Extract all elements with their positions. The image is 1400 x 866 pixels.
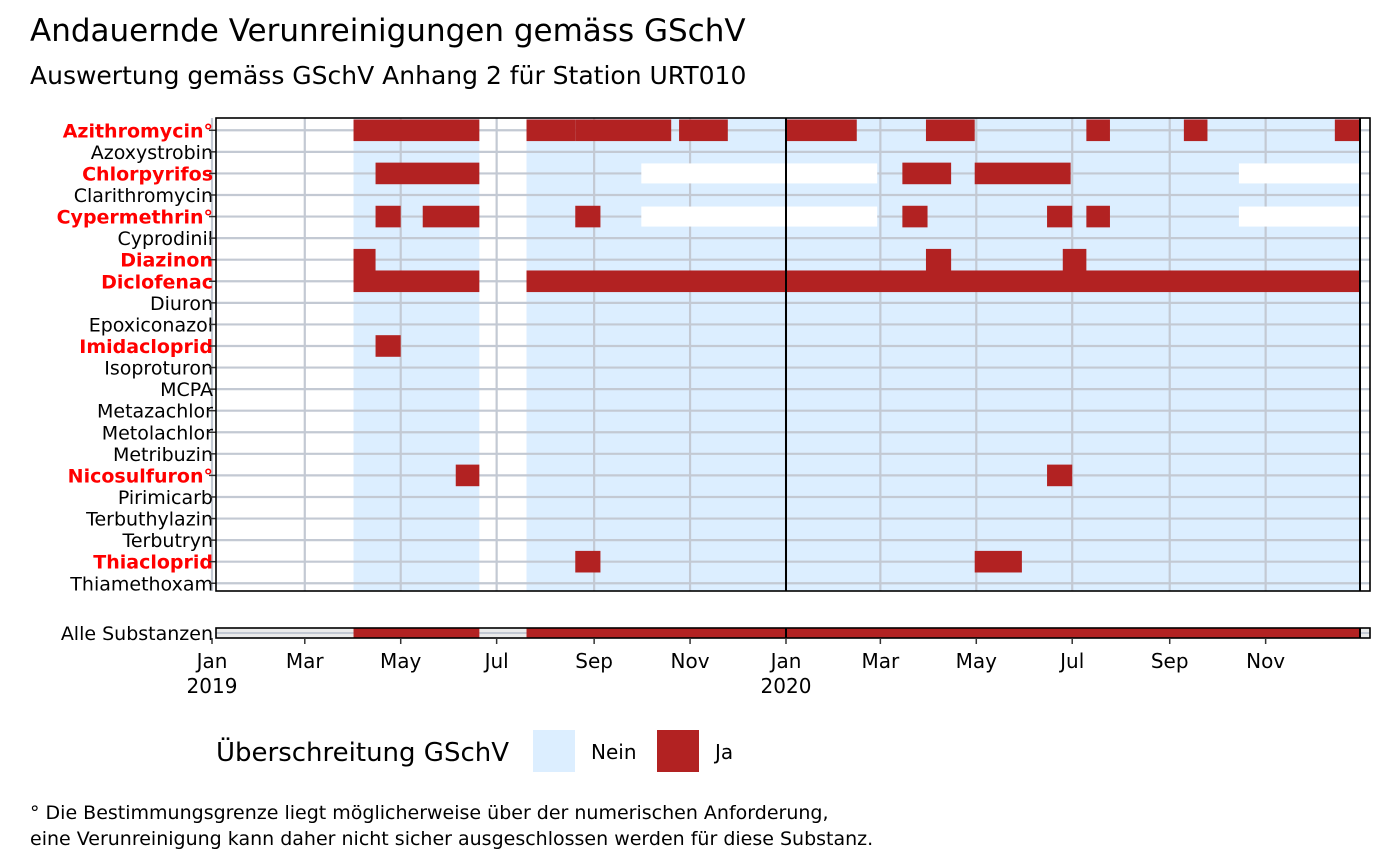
y-label: Diclofenac (101, 271, 213, 293)
exceed-cell (974, 162, 1071, 185)
exceed-cell (375, 205, 401, 228)
x-year-label: 2019 (187, 674, 238, 698)
x-tick-label: Nov (671, 649, 710, 673)
all-substances-panel: Alle Substanzen (61, 623, 1371, 645)
y-label: Imidacloprid (79, 336, 213, 358)
y-label: Cypermethrin° (57, 207, 213, 229)
exceed-cell (526, 119, 576, 142)
legend-key-ja (657, 730, 699, 772)
sampling-period-0 (353, 118, 480, 591)
exceed-cell (375, 335, 401, 357)
exceed-cell (1183, 119, 1208, 142)
exceed-cell (1334, 119, 1360, 142)
all-exceed-cell (526, 628, 1360, 638)
y-label: Metribuzin (113, 444, 213, 466)
exceed-cell (1086, 119, 1110, 142)
exceed-cell (422, 205, 480, 228)
x-tick-label: Sep (1151, 649, 1189, 673)
gap-cell (1238, 163, 1360, 184)
y-label: Azoxystrobin (91, 142, 213, 164)
y-label: Cyprodinil (117, 228, 213, 250)
y-label: Clarithromycin (74, 185, 213, 207)
legend-label-ja: Ja (713, 740, 733, 764)
exceed-cell (1047, 205, 1073, 228)
footnote-line-2: eine Verunreinigung kann daher nicht sic… (30, 828, 873, 850)
exceed-cell (353, 270, 480, 293)
exceed-cell (353, 119, 480, 142)
y-label: Thiacloprid (93, 552, 213, 574)
exceed-cell (902, 205, 928, 228)
x-tick-label: Sep (575, 649, 613, 673)
x-tick-label: Jan (769, 649, 802, 673)
x-tick-label: May (380, 649, 422, 673)
gap-cell (641, 206, 878, 227)
chart-subtitle: Auswertung gemäss GSchV Anhang 2 für Sta… (30, 61, 746, 90)
legend-title: Überschreitung GSchV (216, 736, 509, 768)
exceed-cell (679, 119, 728, 142)
x-tick-label: Nov (1246, 649, 1285, 673)
y-label: Terbutryn (121, 530, 213, 552)
x-tick-label: Jan (195, 649, 228, 673)
footnote-line-1: ° Die Bestimmungsgrenze liegt möglicherw… (30, 802, 829, 824)
exceed-cell (925, 119, 975, 142)
y-label: Metolachlor (102, 422, 213, 444)
all-substances-label: Alle Substanzen (61, 623, 213, 645)
exceed-cell (974, 550, 1022, 573)
sampling-period-1 (526, 118, 1360, 591)
legend: Überschreitung GSchV Nein Ja (216, 730, 733, 772)
x-year-label: 2020 (761, 674, 812, 698)
exceed-cell (902, 162, 952, 185)
x-tick-label: Mar (286, 649, 325, 673)
exceed-cell (1086, 205, 1110, 228)
y-label: Nicosulfuron° (68, 465, 213, 487)
x-tick-label: May (956, 649, 998, 673)
y-label: Azithromycin° (63, 120, 213, 142)
exceed-cell (526, 270, 1360, 293)
y-label: Diazinon (120, 250, 213, 272)
x-tick-label: Mar (861, 649, 900, 673)
legend-label-nein: Nein (591, 740, 637, 764)
y-label: Epoxiconazol (89, 314, 213, 336)
y-label: Diuron (150, 293, 213, 315)
x-tick-label: Jul (1058, 649, 1084, 673)
gap-cell (1238, 206, 1360, 227)
exceed-cell (1047, 464, 1073, 487)
all-exceed-cell (353, 628, 480, 638)
exceed-cell (575, 550, 601, 573)
exceed-cell (1062, 248, 1087, 271)
exceed-cell (786, 119, 857, 142)
exceed-cell (575, 205, 601, 228)
y-label: Thiamethoxam (69, 573, 213, 595)
y-label: Metazachlor (97, 401, 213, 423)
y-label: Terbuthylazin (85, 509, 213, 531)
all-strip-border (215, 627, 1371, 639)
y-label: Isoproturon (104, 358, 213, 380)
exceed-cell (575, 119, 672, 142)
exceed-cell (455, 464, 480, 487)
main-panel: Azithromycin°AzoxystrobinChlorpyrifosCla… (57, 117, 1371, 595)
chart-title: Andauernde Verunreinigungen gemäss GSchV (30, 13, 746, 49)
exceed-cell (375, 162, 480, 185)
main-panel-border (215, 117, 1371, 592)
y-label: Chlorpyrifos (82, 163, 213, 185)
x-tick-label: Jul (483, 649, 509, 673)
legend-key-nein (533, 730, 575, 772)
exceed-cell (353, 248, 376, 271)
exceed-cell (925, 248, 952, 271)
y-label: Pirimicarb (118, 487, 213, 509)
gap-cell (641, 163, 878, 184)
y-label: MCPA (160, 379, 213, 401)
